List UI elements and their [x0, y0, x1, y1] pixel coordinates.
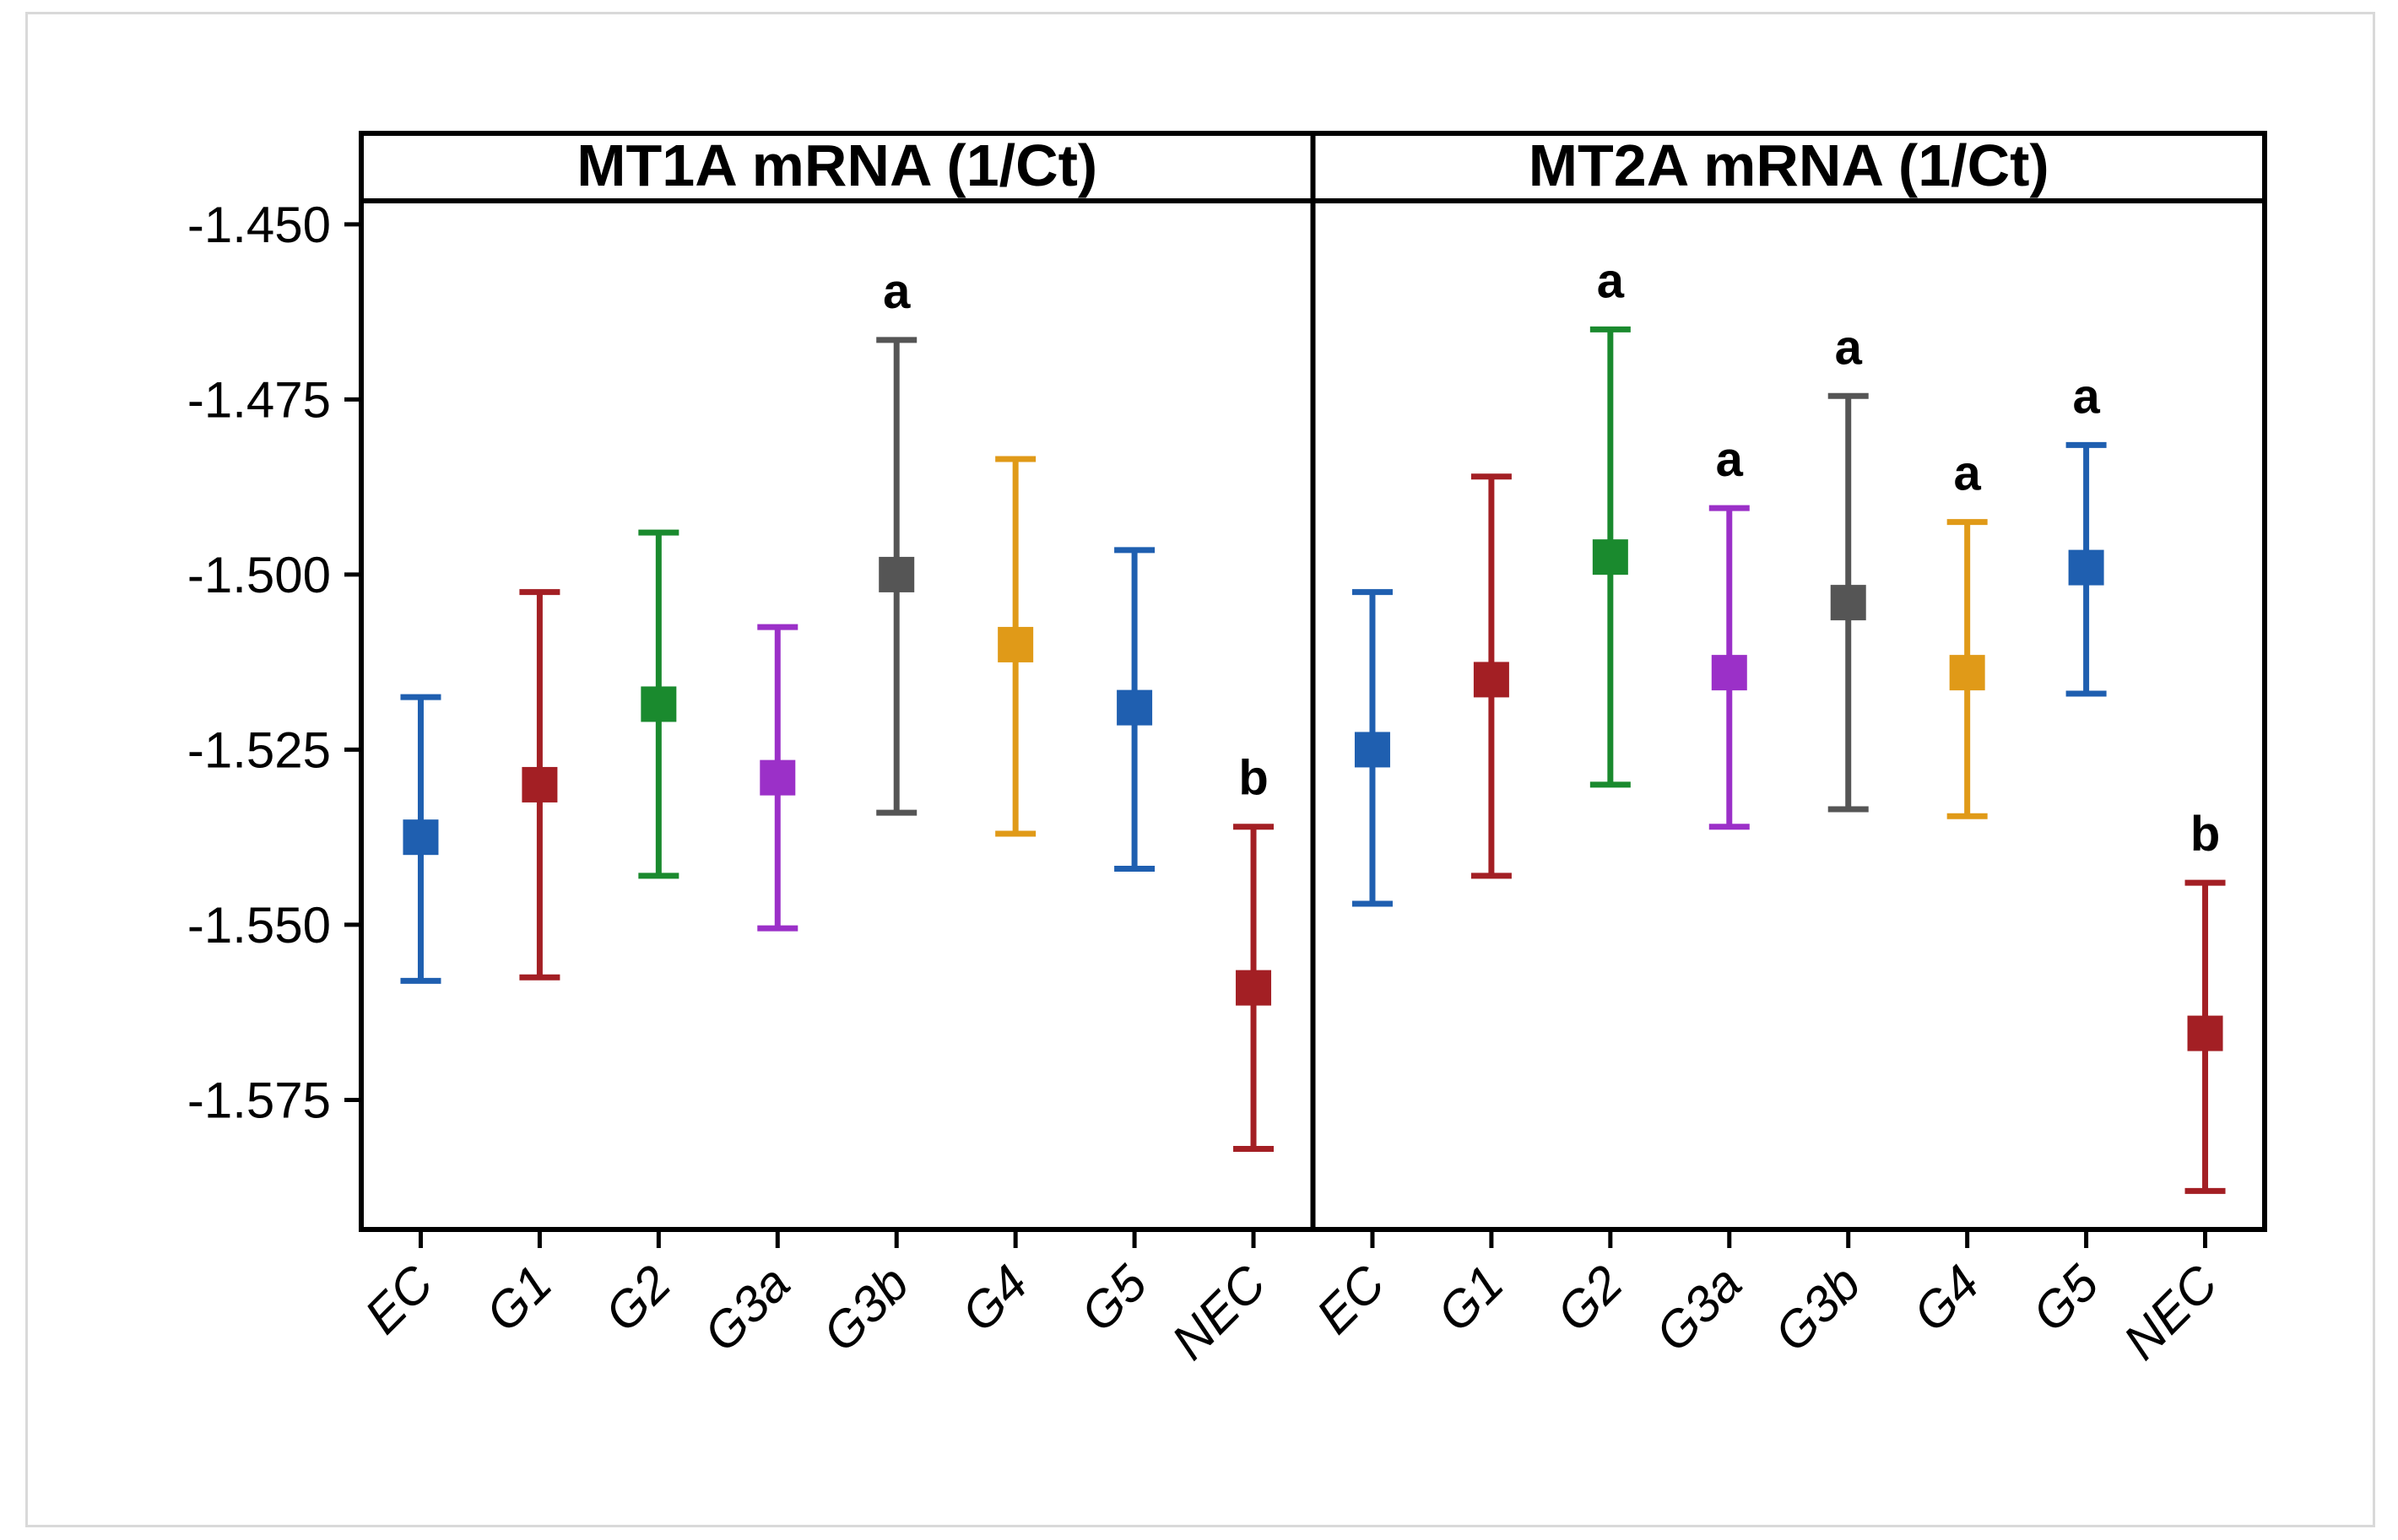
y-tick-label: -1.450: [187, 197, 331, 253]
y-tick-label: -1.550: [187, 897, 331, 954]
x-tick-label: G4: [1903, 1255, 1990, 1343]
significance-label: a: [1954, 446, 1982, 501]
significance-label: a: [1716, 432, 1744, 487]
x-tick-label: G5: [1069, 1254, 1157, 1342]
mean-marker: [2068, 549, 2104, 586]
mean-marker: [1473, 662, 1509, 698]
mean-marker: [1354, 732, 1390, 768]
significance-label: b: [1238, 751, 1268, 806]
mean-marker: [1949, 655, 1985, 691]
x-tick-label: G2: [594, 1255, 682, 1343]
mean-marker: [879, 556, 915, 592]
mean-marker: [1711, 655, 1747, 691]
x-tick-label: G3a: [693, 1255, 801, 1363]
mean-marker: [1830, 585, 1866, 621]
y-tick-label: -1.525: [187, 721, 331, 778]
y-tick-label: -1.500: [187, 547, 331, 603]
significance-label: a: [2072, 369, 2100, 424]
significance-label: a: [1835, 320, 1863, 375]
mean-marker: [1236, 970, 1272, 1006]
significance-label: a: [883, 264, 911, 319]
x-tick-label: EC: [1306, 1254, 1396, 1344]
mean-marker: [522, 766, 558, 802]
x-tick-label: G3a: [1644, 1255, 1752, 1363]
significance-label: b: [2190, 807, 2220, 862]
x-tick-label: G5: [2022, 1254, 2109, 1342]
x-tick-label: G4: [950, 1255, 1038, 1343]
panel-title: MT2A mRNA (1/Ct): [1529, 132, 2049, 198]
figure-frame: [25, 12, 2375, 1527]
mean-marker: [1117, 689, 1153, 726]
mean-marker: [998, 626, 1034, 662]
x-tick-label: G1: [475, 1255, 563, 1343]
significance-label: a: [1597, 253, 1625, 308]
mean-marker: [1592, 539, 1628, 575]
x-tick-label: G3b: [1763, 1255, 1871, 1363]
mean-marker: [2187, 1015, 2223, 1051]
x-tick-label: G3b: [812, 1255, 920, 1363]
x-tick-label: NEC: [1161, 1254, 1276, 1370]
mean-marker: [641, 686, 677, 722]
x-tick-label: NEC: [2113, 1254, 2228, 1370]
x-tick-label: G1: [1426, 1255, 1514, 1343]
x-tick-label: EC: [354, 1254, 444, 1344]
y-tick-label: -1.575: [187, 1072, 331, 1128]
panel-title: MT1A mRNA (1/Ct): [576, 132, 1097, 198]
mean-marker: [403, 819, 439, 856]
mean-marker: [760, 759, 796, 796]
y-tick-label: -1.475: [187, 371, 331, 428]
x-tick-label: G2: [1545, 1255, 1633, 1343]
